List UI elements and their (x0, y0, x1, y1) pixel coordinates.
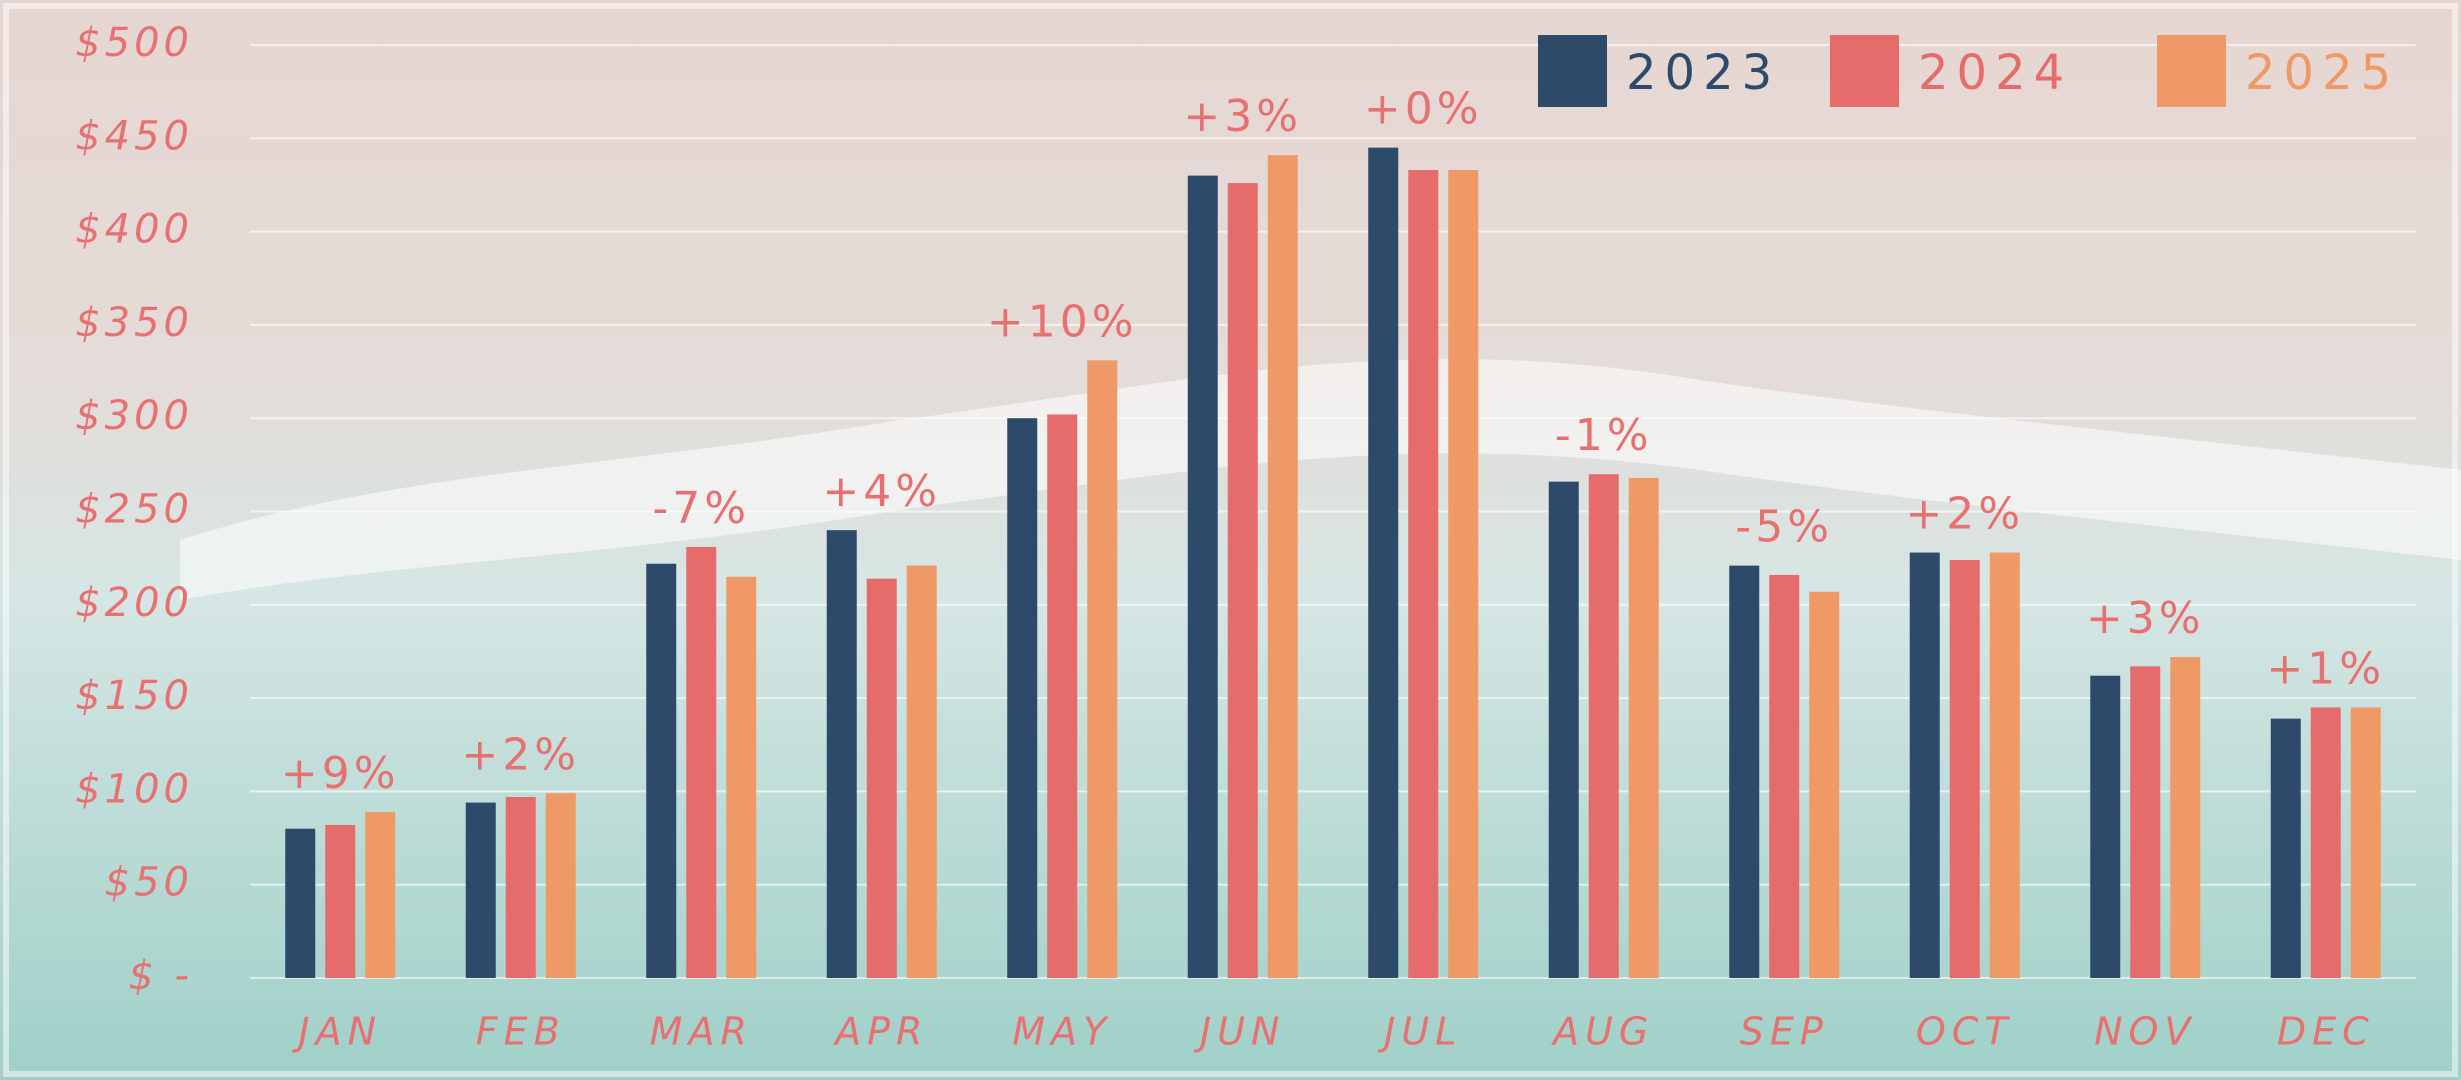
y-tick-label: $400 (75, 207, 193, 253)
change-label: +2% (1905, 489, 2024, 540)
y-tick-label: $50 (105, 860, 193, 906)
x-tick-label: MAR (650, 1010, 753, 1054)
bar (365, 811, 396, 978)
y-tick-label: $500 (75, 20, 193, 66)
wave (180, 359, 2461, 600)
bar (505, 796, 536, 978)
bar (2350, 707, 2381, 978)
x-tick-label: JUN (1193, 1010, 1285, 1054)
legend-label: 2024 (1918, 45, 2072, 101)
y-tick-label: $350 (75, 300, 193, 346)
bar (1448, 170, 1479, 979)
y-tick-label: $450 (75, 113, 193, 159)
bar (2090, 675, 2121, 978)
bar (686, 546, 717, 978)
bar (1408, 170, 1439, 979)
change-label: +2% (461, 729, 580, 780)
bar (545, 793, 576, 978)
bar (1628, 477, 1659, 978)
bar (285, 828, 316, 978)
bar (1809, 591, 1840, 978)
y-tick-label: $150 (75, 673, 193, 719)
bar (1227, 183, 1258, 979)
y-tick-label: $100 (75, 766, 193, 812)
x-tick-label: FEB (476, 1010, 566, 1054)
y-tick-label: $300 (75, 393, 193, 439)
change-label: +9% (281, 748, 400, 799)
change-label: +1% (2266, 643, 2385, 694)
bar (1267, 155, 1298, 978)
bar (1187, 175, 1218, 978)
change-label: +10% (987, 296, 1138, 347)
x-tick-label: OCT (1916, 1010, 2014, 1054)
y-tick-label: $ - (128, 953, 193, 999)
bar (826, 530, 857, 978)
bar (1007, 418, 1038, 978)
bar (1548, 481, 1579, 978)
bar (646, 563, 677, 978)
x-tick-label: JAN (291, 1010, 382, 1054)
bar (2270, 718, 2301, 978)
bar (1368, 147, 1399, 978)
bar (906, 565, 937, 978)
legend-swatch (2157, 35, 2226, 107)
bar (325, 824, 356, 978)
bar (2130, 666, 2161, 978)
bar (866, 578, 897, 978)
bar (2310, 707, 2341, 978)
y-tick-label: $250 (75, 487, 193, 533)
bar (2170, 657, 2201, 978)
change-label: -1% (1555, 410, 1653, 461)
frame (3, 3, 2458, 1077)
x-tick-label: DEC (2277, 1010, 2375, 1054)
x-tick-label: MAY (1012, 1010, 1112, 1054)
change-label: +3% (2086, 593, 2205, 644)
legend-label: 2025 (2245, 45, 2399, 101)
change-label: +3% (1183, 91, 1302, 142)
legend-swatch (1830, 35, 1899, 107)
change-label: +0% (1364, 84, 1483, 135)
change-label: +4% (822, 466, 941, 517)
y-tick-label: $200 (75, 580, 193, 626)
change-label: -7% (652, 483, 750, 534)
change-label: -5% (1735, 502, 1833, 553)
x-tick-label: AUG (1550, 1010, 1654, 1054)
x-tick-label: SEP (1740, 1010, 1829, 1054)
bar (1588, 474, 1619, 978)
legend-label: 2023 (1626, 45, 1780, 101)
x-tick-label: JUL (1377, 1010, 1462, 1054)
bar (1769, 574, 1800, 978)
x-tick-label: APR (832, 1010, 928, 1054)
bar (1909, 552, 1940, 978)
bar (1047, 414, 1078, 978)
x-tick-label: NOV (2094, 1010, 2196, 1054)
bar (1989, 552, 2020, 978)
bar (465, 802, 496, 978)
legend-swatch (1538, 35, 1607, 107)
bar (1087, 360, 1118, 978)
bar (1949, 560, 1980, 978)
bar (726, 576, 757, 978)
bar (1729, 565, 1760, 978)
